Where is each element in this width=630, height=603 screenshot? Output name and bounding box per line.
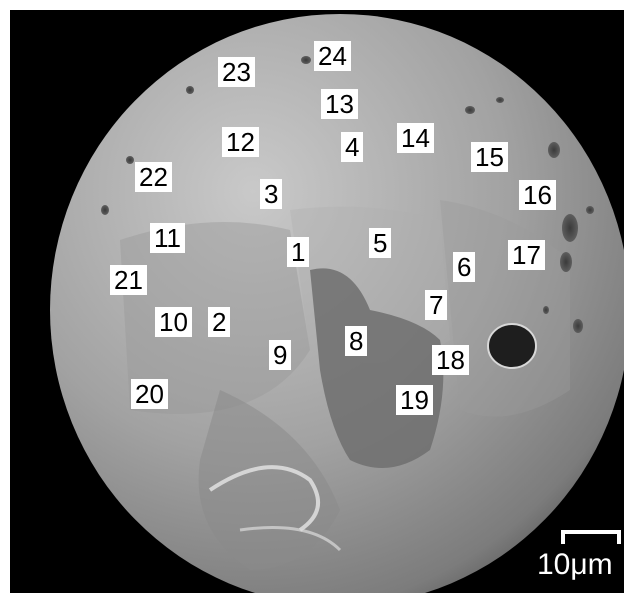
region-label-8: 8 [345,326,368,356]
region-label-17: 17 [508,240,545,270]
region-label-19: 19 [396,385,433,415]
region-label-7: 7 [425,290,448,320]
sphere-graphic [50,14,624,593]
region-label-24: 24 [314,41,351,71]
region-label-10: 10 [155,307,192,337]
scale-bar-label: 10μm [537,548,613,581]
sem-micrograph: 1 2 3 4 5 6 7 8 9 10 11 12 13 14 15 16 1… [10,10,624,593]
region-label-12: 12 [222,127,259,157]
region-label-15: 15 [471,142,508,172]
region-label-9: 9 [269,340,292,370]
region-label-21: 21 [110,265,147,295]
region-label-3: 3 [260,179,283,209]
region-label-16: 16 [519,180,556,210]
region-label-2: 2 [208,307,231,337]
region-label-4: 4 [341,132,364,162]
region-label-11: 11 [150,223,185,253]
region-label-1: 1 [287,237,310,267]
region-label-14: 14 [397,123,434,153]
region-label-6: 6 [453,252,476,282]
pit-hole [487,323,537,369]
region-label-13: 13 [321,89,358,119]
rough-region [310,268,444,468]
region-label-22: 22 [135,162,172,192]
region-label-23: 23 [218,57,255,87]
scale-bar [561,530,621,544]
region-label-18: 18 [432,345,469,375]
region-label-20: 20 [131,379,168,409]
region-label-5: 5 [369,228,392,258]
